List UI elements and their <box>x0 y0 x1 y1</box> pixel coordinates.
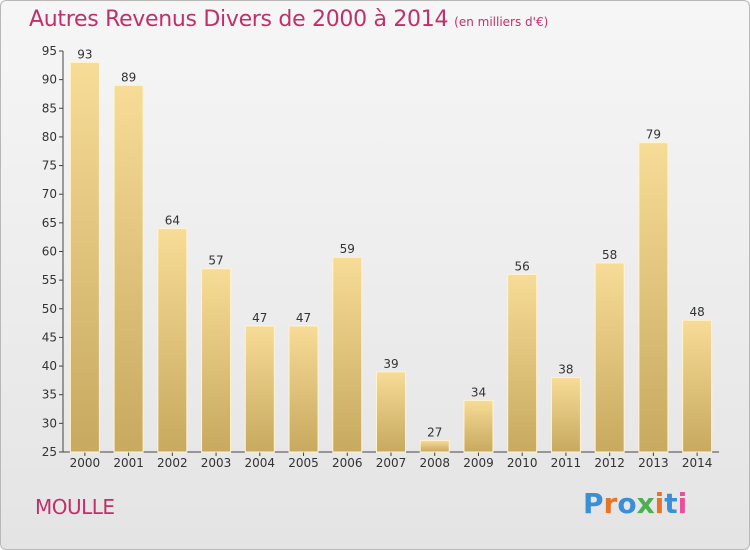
bar-2003 <box>201 268 232 453</box>
x-tick-label-2005: 2005 <box>288 456 319 470</box>
x-tick-label-2013: 2013 <box>638 456 669 470</box>
bar-2010 <box>507 273 538 453</box>
data-label-2000: 93 <box>77 47 92 61</box>
x-tick-label-2003: 2003 <box>201 456 232 470</box>
chart-title-block: Autres Revenus Divers de 2000 à 2014 (en … <box>29 7 548 32</box>
commune-name: MOULLE <box>35 495 115 519</box>
y-tick-label: 80 <box>42 130 57 144</box>
bar-2008 <box>419 440 450 453</box>
bar-2001 <box>113 84 144 453</box>
data-label-2003: 57 <box>208 254 223 268</box>
logo-letter: x <box>636 487 655 520</box>
x-tick-label-2014: 2014 <box>682 456 713 470</box>
data-label-2006: 59 <box>340 242 355 256</box>
y-tick-label: 95 <box>42 44 57 58</box>
data-label-2004: 47 <box>252 311 267 325</box>
y-tick-label: 60 <box>42 245 57 259</box>
x-tick-label-2011: 2011 <box>551 456 582 470</box>
y-tick-label: 85 <box>42 101 57 115</box>
data-label-2007: 39 <box>383 357 398 371</box>
data-label-2012: 58 <box>602 248 617 262</box>
x-tick-label-2000: 2000 <box>70 456 101 470</box>
bar-2004 <box>244 325 275 453</box>
x-tick-label-2004: 2004 <box>245 456 276 470</box>
bar-2000 <box>69 61 100 453</box>
bar-2002 <box>157 228 188 453</box>
x-tick-label-2001: 2001 <box>113 456 144 470</box>
y-tick-label: 75 <box>42 159 57 173</box>
bar-2009 <box>463 399 494 453</box>
y-tick-label: 45 <box>42 330 57 344</box>
logo-letter: t <box>664 487 678 520</box>
x-tick-label-2007: 2007 <box>376 456 407 470</box>
y-tick-label: 55 <box>42 273 57 287</box>
data-label-2009: 34 <box>471 385 486 399</box>
x-tick-label-2002: 2002 <box>157 456 188 470</box>
y-tick-label: 65 <box>42 216 57 230</box>
y-tick-label: 90 <box>42 73 57 87</box>
bar-2014 <box>682 319 713 453</box>
y-tick-label: 50 <box>42 302 57 316</box>
x-tick-label-2008: 2008 <box>419 456 450 470</box>
logo-letter: P <box>583 487 604 520</box>
bar-2011 <box>550 377 581 453</box>
y-tick-label: 25 <box>42 445 57 459</box>
chart-subtitle: (en milliers d'€) <box>454 15 549 29</box>
logo-letter: r <box>603 487 618 520</box>
data-label-2002: 64 <box>165 214 180 228</box>
proxiti-logo: Proxiti <box>583 487 687 520</box>
y-tick-label: 70 <box>42 187 57 201</box>
logo-letter: i <box>677 487 688 520</box>
x-tick-label-2010: 2010 <box>507 456 538 470</box>
y-tick-label: 35 <box>42 388 57 402</box>
data-label-2008: 27 <box>427 426 442 440</box>
logo-letter: i <box>654 487 665 520</box>
data-label-2013: 79 <box>646 128 661 142</box>
x-tick-label-2012: 2012 <box>594 456 625 470</box>
bar-2013 <box>638 142 669 453</box>
data-label-2005: 47 <box>296 311 311 325</box>
bar-2012 <box>594 262 625 453</box>
x-tick-label-2009: 2009 <box>463 456 494 470</box>
data-label-2001: 89 <box>121 70 136 84</box>
logo-letter: o <box>617 487 637 520</box>
chart-title: Autres Revenus Divers de 2000 à 2014 <box>29 7 449 32</box>
bar-2005 <box>288 325 319 453</box>
data-label-2014: 48 <box>689 305 704 319</box>
bar-2007 <box>376 371 406 453</box>
x-tick-label-2006: 2006 <box>332 456 363 470</box>
bar-2006 <box>332 256 363 453</box>
y-tick-label: 30 <box>42 416 57 430</box>
data-label-2011: 38 <box>558 363 573 377</box>
data-label-2010: 56 <box>515 259 530 273</box>
y-tick-label: 40 <box>42 359 57 373</box>
